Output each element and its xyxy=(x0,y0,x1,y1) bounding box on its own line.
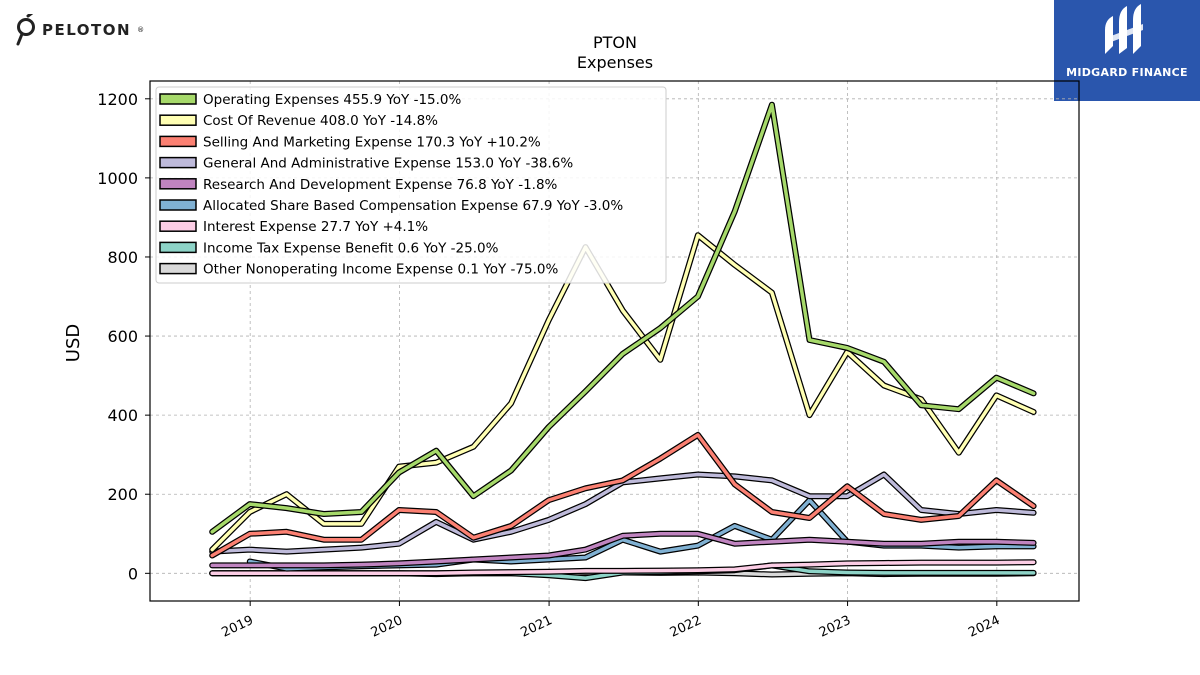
peloton-p-icon xyxy=(16,14,35,46)
legend-swatch xyxy=(159,220,197,232)
y-tick-label: 1200 xyxy=(97,90,138,109)
y-tick-label: 800 xyxy=(107,248,138,267)
legend-item: General And Administrative Expense 153.0… xyxy=(159,156,573,172)
x-tick-label: 2022 xyxy=(668,613,704,641)
legend-swatch xyxy=(159,178,197,190)
series-stroke xyxy=(210,433,1036,558)
series-lines xyxy=(209,101,1037,582)
legend-label: Allocated Share Based Compensation Expen… xyxy=(203,198,623,214)
plot-frame xyxy=(149,80,1080,602)
legend-swatch xyxy=(159,114,197,126)
peloton-registered-mark: ® xyxy=(137,26,145,34)
legend-item: Research And Development Expense 76.8 Yo… xyxy=(159,177,558,193)
legend-label: Cost Of Revenue 408.0 YoY -14.8% xyxy=(203,113,438,129)
legend-swatch xyxy=(159,241,197,254)
legend-swatch xyxy=(159,262,197,275)
chart-title: PTON xyxy=(593,33,637,52)
legend-label: Operating Expenses 455.9 YoY -15.0% xyxy=(203,92,462,108)
chart-subtitle: Expenses xyxy=(577,53,653,72)
y-tick-label: 0 xyxy=(128,564,138,583)
legend-item: Cost Of Revenue 408.0 YoY -14.8% xyxy=(159,113,438,129)
series-line-operating-expenses xyxy=(209,101,1037,535)
y-tick-label: 200 xyxy=(107,485,138,504)
series-stroke xyxy=(210,233,1036,552)
y-tick-label: 600 xyxy=(107,327,138,346)
series-line-cost-of-revenue xyxy=(209,232,1037,553)
x-tick-label: 2024 xyxy=(966,613,1002,641)
legend-box xyxy=(155,86,667,284)
peloton-logo: PELOTON ® xyxy=(14,14,144,46)
legend-item: Income Tax Expense Benefit 0.6 YoY -25.0… xyxy=(159,240,499,256)
legend-swatch xyxy=(159,156,197,169)
legend-item: Interest Expense 27.7 YoY +4.1% xyxy=(159,219,428,235)
x-tick-label: 2020 xyxy=(369,613,405,641)
series-line-selling-and-marketing-expense xyxy=(209,431,1037,559)
midgard-mark-icon xyxy=(1105,4,1143,54)
legend-swatch xyxy=(159,93,197,105)
series-line-research-and-development-expense xyxy=(209,530,1037,569)
legend-label: Interest Expense 27.7 YoY +4.1% xyxy=(203,219,428,235)
series-stroke xyxy=(210,560,1036,576)
series-stroke xyxy=(210,102,1036,534)
legend-swatch xyxy=(159,135,197,148)
x-tick-label: 2021 xyxy=(518,613,554,641)
y-axis-label: USD xyxy=(63,324,84,362)
series-line-interest-expense xyxy=(209,559,1037,577)
legend-label: Research And Development Expense 76.8 Yo… xyxy=(203,177,558,193)
y-tick-label: 1000 xyxy=(97,169,138,188)
x-tick-label: 2019 xyxy=(220,613,256,641)
legend-label: Income Tax Expense Benefit 0.6 YoY -25.0… xyxy=(203,240,499,256)
midgard-finance-logo: MIDGARD FINANCE xyxy=(1054,0,1200,101)
legend-item: Other Nonoperating Income Expense 0.1 Yo… xyxy=(159,262,558,278)
legend-swatch xyxy=(159,199,197,211)
legend-item: Allocated Share Based Compensation Expen… xyxy=(159,198,623,214)
legend-label: Other Nonoperating Income Expense 0.1 Yo… xyxy=(203,262,558,278)
legend-item: Selling And Marketing Expense 170.3 YoY … xyxy=(159,134,541,150)
y-tick-label: 400 xyxy=(107,406,138,425)
x-tick-label: 2023 xyxy=(817,613,853,641)
legend-item: Operating Expenses 455.9 YoY -15.0% xyxy=(159,92,462,108)
legend: Operating Expenses 455.9 YoY -15.0% Cost … xyxy=(155,86,667,284)
legend-label: Selling And Marketing Expense 170.3 YoY … xyxy=(203,134,541,150)
peloton-wordmark: PELOTON xyxy=(42,21,132,39)
midgard-wordmark: MIDGARD FINANCE xyxy=(1066,66,1188,79)
series-stroke xyxy=(210,532,1036,568)
legend-label: General And Administrative Expense 153.0… xyxy=(203,156,573,172)
